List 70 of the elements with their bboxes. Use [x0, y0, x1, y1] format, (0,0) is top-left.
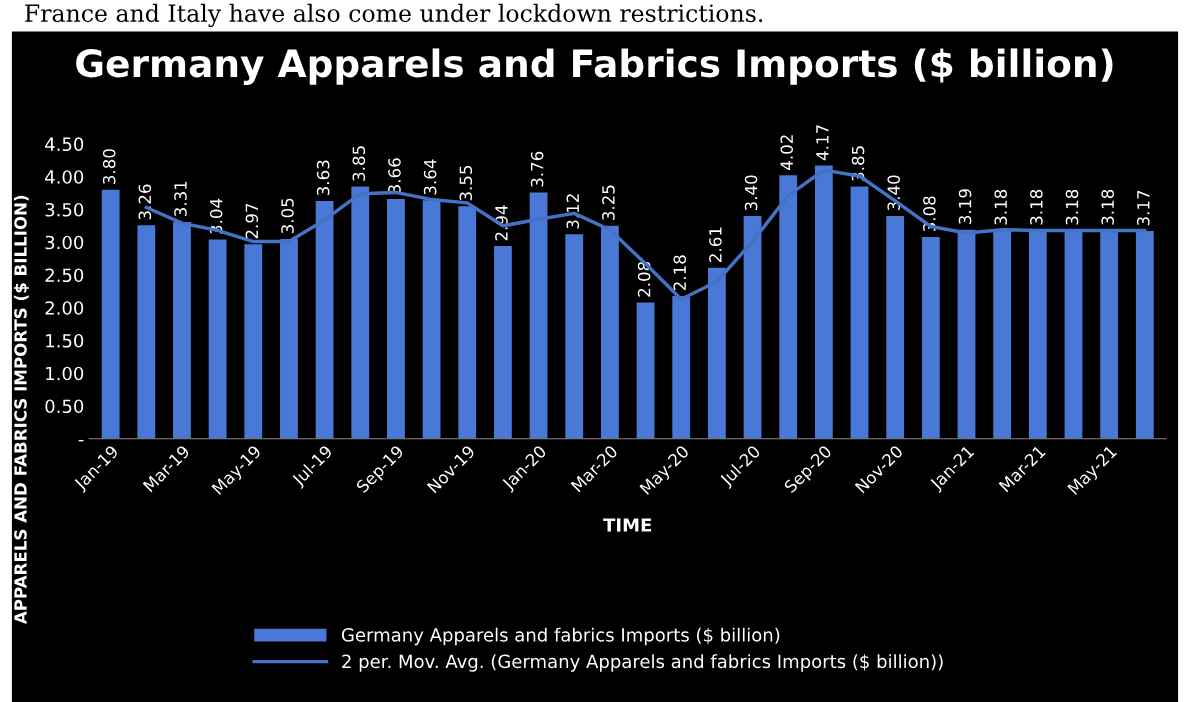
bar: [1100, 230, 1119, 439]
bar: [422, 200, 441, 439]
bar: [208, 239, 227, 439]
data-label: 3.85: [352, 146, 366, 181]
data-label: 2.97: [245, 203, 259, 239]
y-tick-label: 3.00: [45, 235, 84, 250]
bar: [173, 221, 191, 439]
bar: [1135, 231, 1154, 439]
y-tick-label: 3.50: [45, 202, 84, 217]
y-tick-label: 4.50: [45, 137, 84, 152]
bar: [814, 165, 833, 439]
bar: [351, 186, 370, 439]
y-tick-label: 2.50: [45, 268, 84, 283]
bar: [886, 215, 905, 439]
bar: [137, 225, 156, 439]
data-label: 3.19: [958, 189, 972, 224]
y-tick-label: 1.50: [46, 333, 84, 348]
bar: [779, 175, 798, 439]
bar: [458, 206, 477, 439]
bar: [565, 234, 584, 439]
y-tick-label: 2.00: [45, 301, 84, 315]
bar: [636, 302, 655, 439]
data-label: 3.80: [102, 149, 116, 184]
data-label: 3.18: [1030, 189, 1043, 225]
y-tick-label: 1.00: [46, 366, 84, 381]
data-label: 4.17: [816, 125, 829, 161]
data-label: 2.61: [709, 227, 722, 262]
bar: [1064, 230, 1083, 439]
data-label: 3.18: [994, 189, 1007, 225]
data-label: 3.66: [388, 158, 401, 194]
y-tick-label: -: [78, 439, 84, 442]
y-axis-title: APPARELS AND FABRICS IMPORTS ($ BILLION): [13, 195, 29, 625]
data-label: 3.18: [1065, 189, 1079, 225]
data-label: 3.17: [1137, 190, 1150, 226]
bar: [1028, 230, 1047, 439]
bar: [387, 198, 405, 439]
bar: [707, 267, 726, 439]
data-label: 3.63: [316, 160, 330, 196]
legend-label: 2 per. Mov. Avg. (Germany Apparels and fabrics Imports ($ billion)): [342, 654, 943, 672]
bar: [993, 230, 1012, 439]
data-label: 3.05: [281, 198, 294, 234]
data-label: 4.02: [780, 135, 794, 170]
bar: [101, 189, 120, 439]
bar: [672, 295, 691, 439]
bar: [280, 238, 298, 439]
bar: [244, 244, 263, 439]
data-label: 3.76: [530, 151, 544, 187]
data-label: 3.55: [459, 165, 473, 201]
bar: [600, 225, 619, 439]
bar: [850, 186, 869, 439]
data-label: 3.18: [1101, 189, 1114, 225]
data-label: 2.18: [673, 255, 687, 291]
bar: [529, 192, 548, 439]
chart-title: Germany Apparels and Fabrics Imports ($ billion): [76, 48, 1113, 85]
y-tick-label: 0.50: [45, 399, 84, 414]
bar: [743, 215, 762, 439]
bar: [921, 236, 940, 439]
text: France and Italy have also come under lockdown restrictions.: [25, 3, 763, 28]
x-axis-title: TIME: [603, 518, 652, 532]
data-label: 3.26: [138, 184, 152, 220]
bar: [494, 246, 512, 439]
data-label: 3.64: [423, 159, 437, 195]
data-label: 3.12: [566, 194, 580, 229]
bar: [315, 200, 334, 439]
data-label: 3.25: [602, 185, 615, 220]
data-label: 3.31: [174, 181, 187, 217]
bar: [957, 229, 976, 439]
y-tick-label: 4.00: [45, 170, 84, 184]
data-label: 3.40: [744, 175, 758, 211]
legend-label: Germany Apparels and fabrics Imports ($ billion): [341, 627, 780, 646]
